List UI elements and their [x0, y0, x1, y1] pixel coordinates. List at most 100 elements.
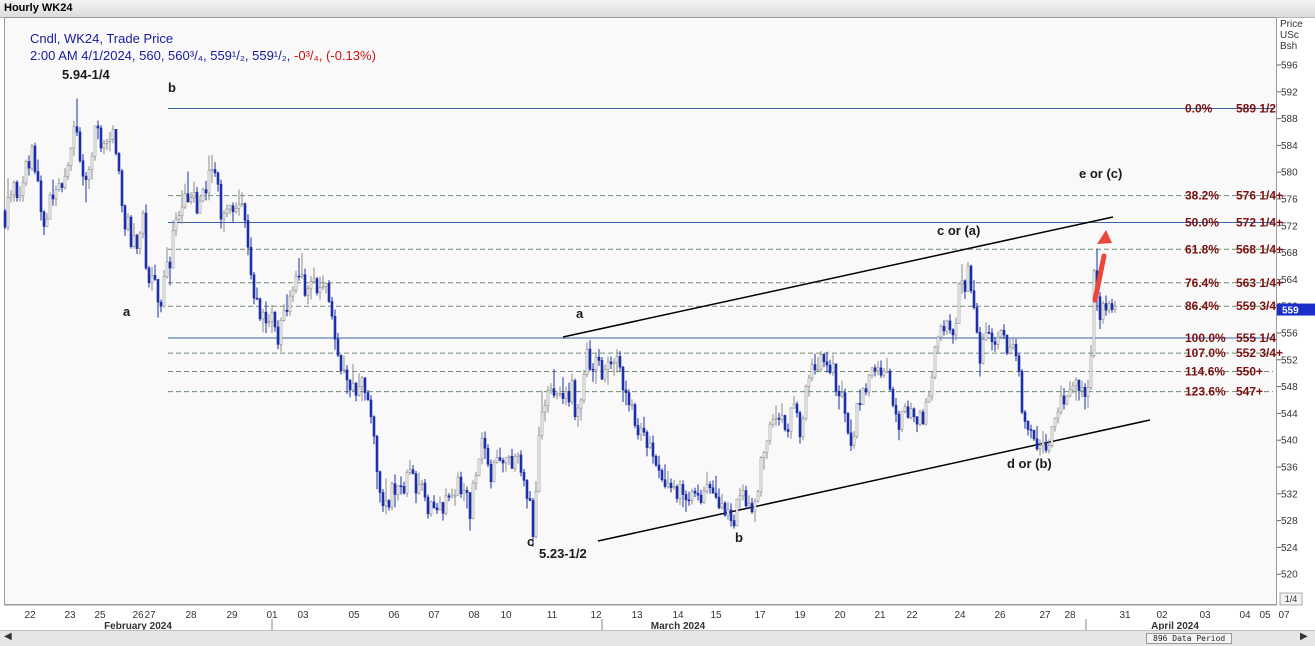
candle-body	[981, 339, 985, 364]
candle-body	[537, 435, 541, 493]
candle-body	[633, 404, 637, 426]
candle-body	[858, 403, 862, 405]
candle-body	[846, 413, 850, 434]
candle-body	[885, 370, 889, 373]
time-axis-label: 26	[132, 610, 144, 621]
candle-body	[825, 361, 829, 366]
time-axis-label: 19	[794, 610, 806, 621]
candle-body	[813, 364, 817, 371]
candle-body	[450, 494, 454, 498]
candle-body	[936, 336, 940, 348]
candle-body	[570, 380, 574, 403]
wave-annotation: a	[123, 304, 131, 319]
time-axis-label: 29	[226, 610, 238, 621]
candle-body	[957, 283, 961, 324]
candle-body	[807, 377, 811, 387]
candle-body	[225, 208, 229, 214]
candle-body	[294, 275, 298, 291]
time-axis-label: 04	[1239, 610, 1251, 621]
fib-level-pct: 76.4%	[1185, 276, 1219, 290]
candle-body	[621, 366, 625, 391]
candle-body	[786, 429, 790, 432]
candle-body	[843, 392, 847, 414]
candle-body	[984, 332, 988, 340]
candle-body	[741, 490, 745, 497]
candle-body	[54, 189, 58, 200]
wave-annotation: c	[527, 534, 534, 549]
candle-body	[309, 281, 313, 290]
candle-body	[207, 169, 211, 194]
candle-body	[534, 491, 538, 537]
candle-body	[828, 364, 832, 373]
candle-body	[402, 486, 406, 494]
current-price-label: 559	[1282, 306, 1299, 317]
candle-body	[273, 311, 277, 328]
candle-body	[138, 232, 142, 249]
candle-body	[1029, 429, 1033, 431]
time-axis-label: 13	[631, 610, 643, 621]
candle-body	[399, 485, 403, 488]
time-axis-label: 21	[874, 610, 886, 621]
price-axis-label: 520	[1281, 570, 1298, 581]
candle-body	[1065, 395, 1069, 405]
candle-body	[135, 234, 139, 249]
price-axis-label: 528	[1281, 516, 1298, 527]
candle-body	[312, 278, 316, 282]
candle-body	[921, 411, 925, 425]
chart-area[interactable]	[4, 17, 1277, 605]
candle-body	[735, 498, 739, 527]
candle-body	[1110, 303, 1114, 310]
candle-body	[492, 462, 496, 483]
candle-body	[252, 274, 256, 299]
candle-body	[276, 326, 280, 345]
candle-body	[66, 165, 70, 177]
candle-body	[948, 320, 952, 330]
candle-body	[699, 494, 703, 503]
price-axis-header-line: Bsh	[1280, 41, 1298, 52]
scroll-right-icon[interactable]: ▶	[1300, 631, 1308, 642]
fib-level-pct: 38.2%	[1185, 189, 1219, 203]
candle-body	[102, 143, 106, 149]
candle-body	[891, 388, 895, 406]
fib-level-price: 568 1/4+	[1236, 242, 1283, 256]
candle-body	[141, 212, 145, 234]
time-axis-label: 27	[144, 610, 156, 621]
candle-body	[24, 161, 28, 184]
candle-body	[753, 500, 757, 513]
candle-body	[168, 261, 172, 269]
candle-body	[78, 131, 82, 162]
candle-body	[1074, 379, 1078, 387]
candle-body	[1050, 426, 1054, 446]
candle-body	[744, 490, 748, 507]
candle-body	[1086, 386, 1090, 397]
candle-body	[336, 338, 340, 356]
candle-body	[282, 309, 286, 321]
candle-body	[456, 476, 460, 496]
time-axis-label: 28	[185, 610, 197, 621]
fib-level-pct: 50.0%	[1185, 215, 1219, 229]
candle-body	[624, 389, 628, 393]
candle-body	[192, 192, 196, 198]
price-axis-label: 564	[1281, 275, 1298, 286]
time-axis-label: 02	[1156, 610, 1168, 621]
candle-body	[780, 415, 784, 420]
price-axis-label: 596	[1281, 61, 1298, 72]
wave-annotation: c or (a)	[937, 223, 980, 238]
candle-body	[840, 392, 844, 397]
candle-body	[663, 479, 667, 487]
price-axis-label: 548	[1281, 382, 1298, 393]
candle-body	[564, 390, 568, 399]
scroll-left-icon[interactable]: ◀	[4, 631, 12, 642]
bottom-scrollbar[interactable]: ◀ 896 Data Period ▶	[0, 630, 1315, 646]
candle-body	[333, 315, 337, 340]
candle-body	[36, 171, 40, 182]
candle-body	[231, 205, 235, 213]
candle-body	[63, 175, 67, 188]
candle-body	[669, 482, 673, 489]
fib-level-pct: 123.6%	[1185, 385, 1226, 399]
data-period-box[interactable]: 896 Data Period	[1146, 633, 1233, 644]
candle-body	[315, 278, 319, 294]
candle-body	[582, 374, 586, 401]
candle-body	[267, 321, 271, 324]
candle-body	[108, 139, 112, 142]
